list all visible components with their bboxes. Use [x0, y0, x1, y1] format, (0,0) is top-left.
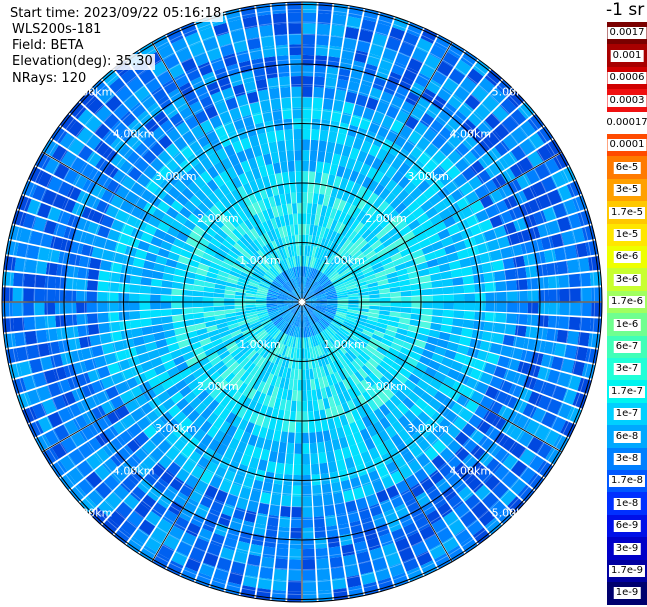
colorbar-cell: 6e-9: [607, 514, 647, 538]
colorbar-cell: 6e-8: [607, 425, 647, 449]
range-ring-labels: 1.00km 1.00km 1.00km 1.00km 2.00km 2.00km 2.00…: [71, 86, 533, 520]
colorbar-cell: 6e-6: [607, 246, 647, 269]
range-ring-label: 3.00km: [407, 170, 449, 183]
elevation-label: Elevation(deg): 35.30: [10, 54, 155, 70]
colorbar-tick-label: 0.0017: [607, 27, 647, 40]
range-ring-label: 5.00km: [492, 86, 534, 99]
colorbar-cell: 1.7e-6: [607, 290, 647, 314]
colorbar-tick-label: 6e-6: [613, 251, 641, 264]
range-ring-label: 1.00km: [323, 338, 365, 351]
range-ring-label: 5.00km: [71, 506, 113, 519]
colorbar-cell: 1.7e-5: [607, 201, 647, 225]
colorbar-cell: 1e-5: [607, 223, 647, 247]
range-ring-grid: [1, 1, 603, 603]
azimuth-spoke: [301, 301, 563, 453]
range-ring-label: 4.00km: [113, 464, 155, 477]
colorbar-tick-label: 1.7e-6: [608, 296, 646, 309]
colorbar-cell: 0.0001: [607, 134, 647, 157]
range-ring-label: 4.00km: [450, 464, 492, 477]
colorbar-cell: 6e-7: [607, 335, 647, 359]
colorbar-tick-label: 1e-9: [613, 587, 641, 600]
colorbar-tick-label: 1.7e-7: [608, 385, 646, 398]
colorbar-tick-label: 1.7e-8: [608, 475, 646, 488]
colorbar-cell: 6e-5: [607, 156, 647, 180]
colorbar-cell: 1e-7: [607, 402, 647, 426]
colorbar-unit-label: -1 sr: [606, 0, 645, 20]
colorbar-cell: 1e-8: [607, 492, 647, 516]
range-ring-label: 3.00km: [155, 422, 197, 435]
colorbar-tick-label: 0.0003: [607, 94, 647, 107]
azimuth-spoke: [41, 151, 303, 303]
azimuth-spoke: [301, 41, 453, 303]
colorbar-cell: 0.00017: [604, 111, 647, 135]
colorbar-tick-label: 1e-8: [613, 497, 641, 510]
colorbar-tick-label: 6e-9: [613, 520, 641, 533]
azimuth-spoke: [151, 41, 303, 303]
colorbar-tick-label: 1e-7: [613, 408, 641, 421]
colorbar-cell: 0.0017: [607, 22, 647, 45]
colorbar-cell: 3e-9: [607, 537, 647, 561]
colorbar-cell: 1.7e-9: [607, 559, 647, 583]
colorbar-tick-label: 1.7e-9: [608, 565, 646, 578]
colorbar-tick-label: 1e-5: [613, 229, 641, 242]
azimuth-spoke: [151, 301, 303, 563]
colorbar-cell: 3e-6: [607, 268, 647, 292]
colorbar-cell: 0.0006: [607, 66, 647, 90]
range-ring-label: 1.00km: [239, 254, 281, 267]
center-marker: [299, 299, 305, 305]
range-ring-label: 5.00km: [71, 86, 113, 99]
colorbar-tick-label: 0.0001: [607, 139, 647, 152]
colorbar-tick-label: 0.0006: [607, 72, 647, 85]
range-ring-label: 3.00km: [155, 170, 197, 183]
colorbar-tick-label: 6e-7: [613, 341, 641, 354]
colorbar-tick-label: 3e-5: [613, 184, 641, 197]
colorbar-cell: 1.7e-7: [607, 380, 647, 404]
colorbar-cell: 3e-8: [607, 447, 647, 471]
range-ring-label: 4.00km: [113, 128, 155, 141]
nrays-label: NRays: 120: [10, 71, 89, 87]
range-ring-label: 4.00km: [450, 128, 492, 141]
range-ring-label: 2.00km: [197, 380, 239, 393]
range-ring-label: 2.00km: [365, 212, 407, 225]
colorbar-tick-label: 0.001: [610, 49, 644, 62]
colorbar-cell: 1.7e-8: [607, 470, 647, 493]
backscatter-field: [2, 2, 602, 602]
colorbar-tick-label: 0.00017: [604, 117, 647, 130]
colorbar-tick-label: 6e-8: [613, 430, 641, 443]
colorbar-cell: 1e-6: [607, 313, 647, 337]
colorbar-tick-label: 3e-8: [613, 453, 641, 466]
range-ring-label: 1.00km: [323, 254, 365, 267]
colorbar-tick-label: 3e-9: [613, 542, 641, 555]
colorbar-cell: 0.0003: [607, 89, 647, 113]
colorbar-tick-label: 1e-6: [613, 318, 641, 331]
colorbar-cell: 0.001: [607, 44, 647, 68]
colorbar-cell: 3e-5: [607, 178, 647, 202]
colorbar-cell: 3e-7: [607, 358, 647, 381]
colorbar-tick-label: 6e-5: [613, 161, 641, 174]
colorbar-tick-label: 3e-7: [613, 363, 641, 376]
start-time-label: Start time: 2023/09/22 05:16:18: [8, 6, 224, 22]
range-ring-label: 2.00km: [197, 212, 239, 225]
range-ring-label: 3.00km: [407, 422, 449, 435]
azimuth-spoke: [301, 301, 453, 563]
colorbar-cell: 1e-9: [607, 582, 647, 605]
range-ring-label: 1.00km: [239, 338, 281, 351]
colorbar-tick-label: 3e-6: [613, 273, 641, 286]
range-ring-label: 5.00km: [492, 506, 534, 519]
azimuth-spoke: [301, 151, 563, 303]
range-ring-label: 2.00km: [365, 380, 407, 393]
instrument-label: WLS200s-181: [10, 22, 104, 38]
field-label: Field: BETA: [10, 38, 86, 54]
azimuth-spoke: [41, 301, 303, 453]
colorbar-tick-label: 1.7e-5: [608, 206, 646, 219]
